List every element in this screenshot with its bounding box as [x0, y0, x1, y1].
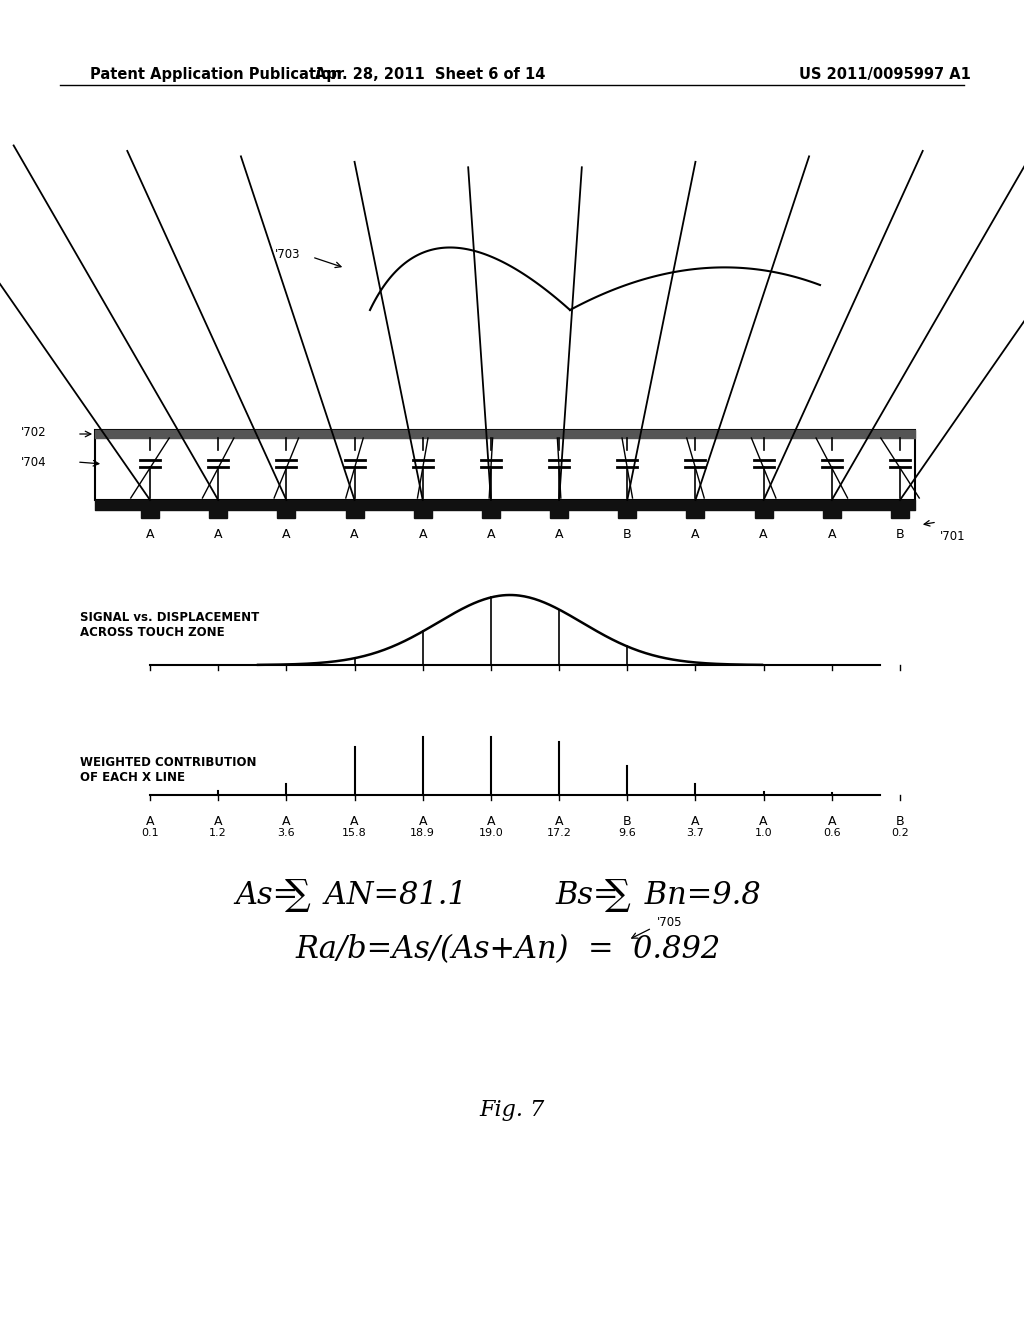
Text: As=: As=: [234, 879, 298, 911]
Bar: [618, 506, 636, 517]
Bar: [550, 506, 568, 517]
Text: '702: '702: [22, 425, 47, 438]
Text: A: A: [283, 814, 291, 828]
Text: A: A: [555, 528, 563, 541]
Text: A: A: [419, 814, 427, 828]
Text: A: A: [214, 528, 222, 541]
Text: 0.1: 0.1: [141, 828, 159, 838]
Text: 3.7: 3.7: [686, 828, 705, 838]
Text: A: A: [145, 528, 155, 541]
Bar: [414, 506, 432, 517]
Text: 1.0: 1.0: [755, 828, 772, 838]
Text: A: A: [691, 528, 699, 541]
Text: 9.6: 9.6: [618, 828, 636, 838]
Text: A: A: [486, 814, 496, 828]
Text: 1.2: 1.2: [209, 828, 227, 838]
Text: A: A: [214, 814, 222, 828]
Bar: [209, 506, 227, 517]
Text: 19.0: 19.0: [478, 828, 503, 838]
Text: B: B: [623, 528, 632, 541]
Bar: [686, 506, 705, 517]
Text: B: B: [896, 814, 904, 828]
Text: ∑: ∑: [605, 878, 631, 912]
Bar: [482, 506, 500, 517]
Text: 17.2: 17.2: [547, 828, 571, 838]
Text: 0.6: 0.6: [823, 828, 841, 838]
Text: 3.6: 3.6: [278, 828, 295, 838]
Bar: [755, 506, 773, 517]
Text: Apr. 28, 2011  Sheet 6 of 14: Apr. 28, 2011 Sheet 6 of 14: [314, 67, 545, 82]
Bar: [823, 506, 841, 517]
Text: 15.8: 15.8: [342, 828, 367, 838]
Text: A: A: [691, 814, 699, 828]
Text: WEIGHTED CONTRIBUTION
OF EACH X LINE: WEIGHTED CONTRIBUTION OF EACH X LINE: [80, 756, 256, 784]
Text: 18.9: 18.9: [411, 828, 435, 838]
Text: Patent Application Publication: Patent Application Publication: [90, 67, 341, 82]
Text: Fig. 7: Fig. 7: [479, 1100, 545, 1121]
Bar: [891, 506, 909, 517]
Text: A: A: [145, 814, 155, 828]
Text: A: A: [827, 528, 836, 541]
Text: B: B: [623, 814, 632, 828]
Text: A: A: [283, 528, 291, 541]
Text: A: A: [350, 814, 358, 828]
Text: B: B: [896, 528, 904, 541]
Text: A: A: [760, 814, 768, 828]
Text: Ra/b=As/(As+An)  =  0.892: Ra/b=As/(As+An) = 0.892: [295, 935, 720, 965]
Bar: [95, 430, 915, 500]
Text: AN=81.1: AN=81.1: [315, 879, 467, 911]
Text: SIGNAL vs. DISPLACEMENT
ACROSS TOUCH ZONE: SIGNAL vs. DISPLACEMENT ACROSS TOUCH ZON…: [80, 611, 259, 639]
Text: Bn=9.8: Bn=9.8: [635, 879, 761, 911]
Bar: [278, 506, 295, 517]
Text: A: A: [486, 528, 496, 541]
Text: A: A: [555, 814, 563, 828]
Text: 0.2: 0.2: [891, 828, 909, 838]
Bar: [141, 506, 159, 517]
Text: A: A: [760, 528, 768, 541]
Bar: [345, 506, 364, 517]
Text: ∑: ∑: [285, 878, 310, 912]
Text: '703: '703: [274, 248, 300, 261]
Text: '705: '705: [657, 916, 683, 928]
Text: A: A: [827, 814, 836, 828]
Text: A: A: [350, 528, 358, 541]
Text: US 2011/0095997 A1: US 2011/0095997 A1: [799, 67, 971, 82]
Text: '701: '701: [940, 531, 966, 543]
Text: Bs=: Bs=: [555, 879, 618, 911]
Text: '704: '704: [22, 455, 47, 469]
Text: A: A: [419, 528, 427, 541]
